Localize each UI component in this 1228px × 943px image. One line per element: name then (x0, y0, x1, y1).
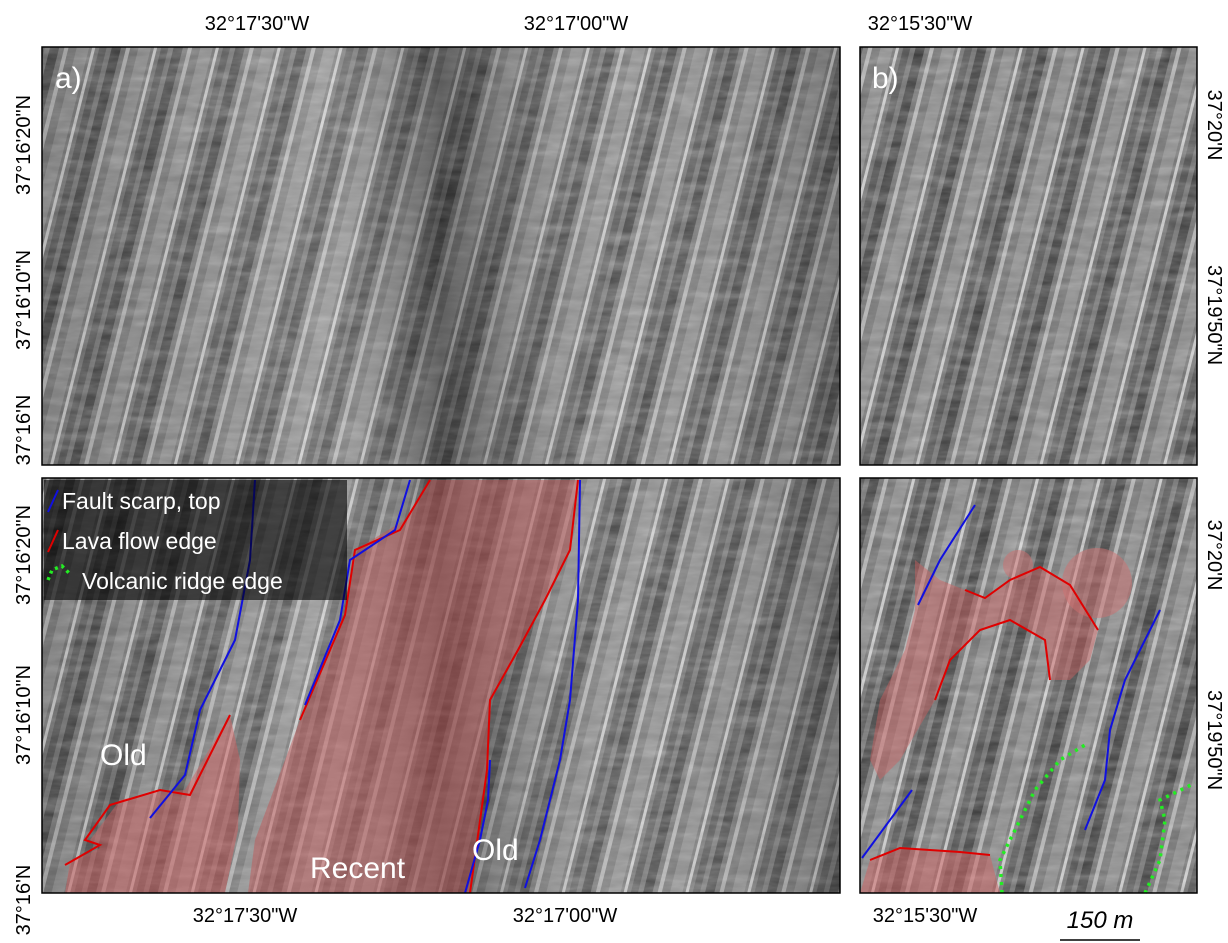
legend-label: Volcanic ridge edge (82, 568, 283, 594)
lava-edge (934, 618, 1051, 701)
y-axis-label: 37°19'50"N (1203, 690, 1225, 790)
x-axis-label: 32°15'30"W (868, 13, 973, 35)
lava-edge (469, 479, 579, 894)
x-axis-label: 32°17'00"W (524, 13, 629, 35)
legend-key (46, 563, 72, 581)
y-axis-label: 37°19'50"N (1203, 265, 1225, 365)
frame (41, 477, 841, 894)
y-axis-label: 37°20'N (1203, 90, 1225, 161)
scale-bar-label: 150 m (1067, 907, 1134, 934)
y-axis-label: 37°16'N (13, 395, 35, 466)
y-axis-label: 37°16'20"N (13, 505, 35, 605)
texture (860, 478, 1197, 893)
ridge-edge (998, 743, 1086, 894)
frame (41, 46, 841, 466)
y-axis-label: 37°16'N (13, 865, 35, 936)
frames (41, 46, 1198, 894)
legend-key (47, 529, 59, 553)
legend: Fault scarp, top Lava flow edge Volcanic… (44, 480, 347, 600)
lava-area (65, 715, 240, 893)
fault-scarp (524, 479, 581, 889)
y-axis-label: 37°16'10"N (13, 250, 35, 350)
lava-area (1062, 548, 1132, 618)
texture (860, 47, 1197, 465)
lava-area (248, 480, 578, 893)
annotation: Old (472, 834, 519, 867)
legend-key (47, 489, 59, 513)
interpretation (64, 479, 1196, 894)
frame (859, 46, 1198, 466)
lava-edge (299, 479, 431, 721)
lava-area (860, 848, 1000, 893)
y-axis-label: 37°20'N (1203, 520, 1225, 591)
fault-scarp (917, 504, 976, 606)
fault-scarp (1084, 609, 1161, 831)
y-axis-label: 37°16'10"N (13, 665, 35, 765)
legend-box (44, 480, 347, 600)
x-axis-label: 32°17'30"W (205, 13, 310, 35)
annotation: Recent (310, 852, 406, 885)
frame (859, 477, 1198, 894)
legend-label: Lava flow edge (62, 528, 217, 554)
x-axis-label: 32°15'30"W (873, 905, 978, 927)
fault-scarp (464, 759, 491, 894)
lava-area (870, 560, 1098, 780)
shade (42, 47, 840, 465)
panel-label: b) (872, 62, 899, 95)
annotation: Old (100, 739, 147, 772)
y-axis-label: 37°16'20"N (13, 95, 35, 195)
fault-scarp (304, 479, 411, 706)
lava-edge (964, 565, 1099, 631)
x-axis-label: 32°17'30"W (193, 905, 298, 927)
fault-scarp (861, 789, 913, 859)
legend-label: Fault scarp, top (62, 488, 221, 514)
ridge-edge (1143, 781, 1196, 894)
x-axis-label: 32°17'00"W (513, 905, 618, 927)
lava-edge (869, 846, 991, 861)
lava-edge (64, 714, 231, 866)
panel-label: a) (55, 62, 82, 95)
